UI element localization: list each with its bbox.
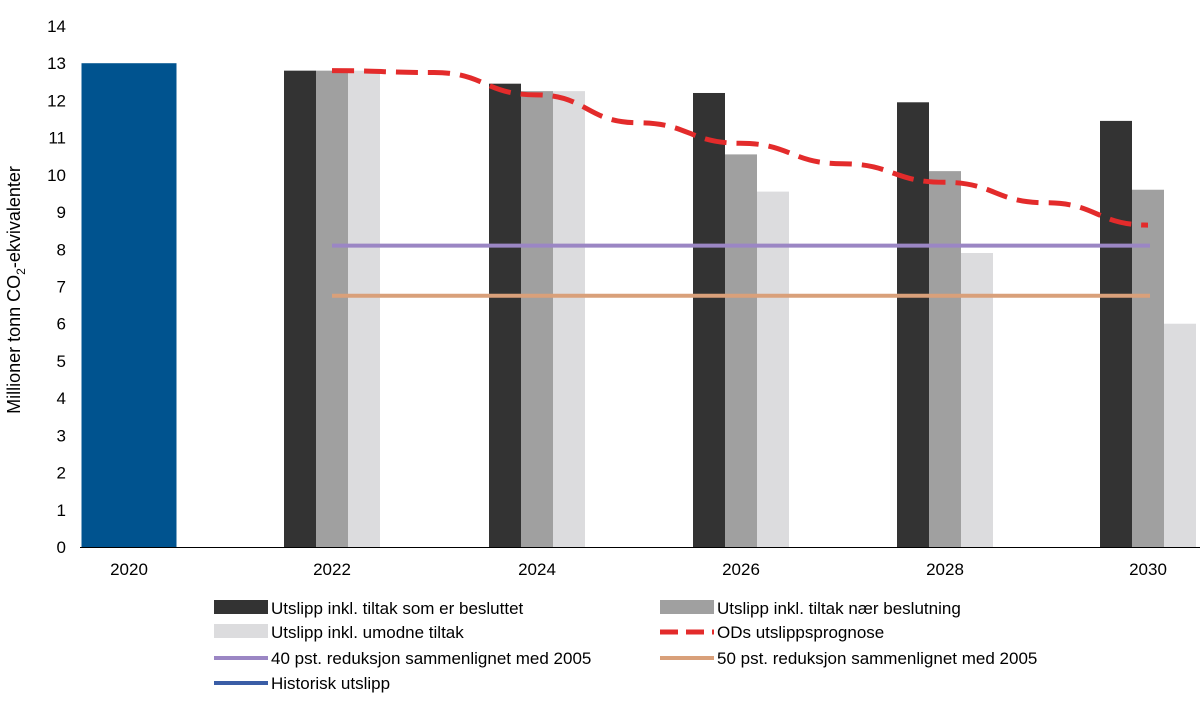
y-tick-label: 11 (48, 129, 66, 148)
bar-2022-0 (284, 70, 316, 548)
legend-item: Utslipp inkl. tiltak nær beslutning (660, 599, 961, 618)
bar-2028-2 (961, 253, 993, 547)
x-tick-label: 2030 (1129, 560, 1167, 579)
legend-item: Utslipp inkl. umodne tiltak (214, 623, 464, 642)
legend-label: Historisk utslipp (271, 674, 390, 693)
legend-swatch (660, 600, 714, 614)
y-tick-label: 14 (47, 17, 66, 36)
bar-2028-1 (929, 171, 961, 547)
bar-2024-2 (553, 91, 585, 547)
legend-swatch (214, 600, 268, 614)
y-tick-label: 6 (57, 315, 66, 334)
bar-2022-2 (348, 70, 380, 548)
x-tick-label: 2020 (110, 560, 148, 579)
legend-label: ODs utslippsprognose (717, 623, 884, 642)
legend-item: Historisk utslipp (214, 674, 390, 693)
bar-2028-0 (897, 102, 929, 548)
bar-2026-2 (757, 191, 789, 547)
y-tick-label: 9 (57, 203, 66, 222)
y-axis-label: Millioner tonn CO2-ekvivalenter (4, 166, 28, 414)
x-tick-label: 2026 (722, 560, 760, 579)
y-tick-label: 2 (57, 464, 66, 483)
x-tick-label: 2022 (313, 560, 351, 579)
bar-2030-0 (1100, 120, 1132, 548)
y-tick-label: 4 (57, 389, 66, 408)
legend-label: Utslipp inkl. umodne tiltak (271, 623, 464, 642)
bars (81, 63, 1196, 548)
bar-2030-1 (1132, 189, 1164, 547)
y-tick-label: 7 (57, 278, 66, 297)
bar-2022-1 (316, 70, 348, 548)
legend: Utslipp inkl. tiltak som er besluttet Uts… (214, 599, 1037, 693)
y-tick-label: 1 (57, 501, 66, 520)
legend-item: 40 pst. reduksjon sammenlignet med 2005 (214, 649, 591, 668)
x-tick-label: 2028 (926, 560, 964, 579)
legend-label: 40 pst. reduksjon sammenlignet med 2005 (271, 649, 591, 668)
bar-2024-1 (521, 91, 553, 547)
x-tick-labels: 2020 2022 2024 2026 2028 2030 (110, 560, 1167, 579)
y-tick-label: 5 (57, 352, 66, 371)
legend-item: 50 pst. reduksjon sammenlignet med 2005 (660, 649, 1037, 668)
bar-2026-1 (725, 154, 757, 547)
bar-2024-0 (489, 83, 521, 548)
ods-utslippsprognose-line (331, 68, 1149, 228)
y-tick-label: 10 (47, 166, 66, 185)
y-tick-label: 13 (47, 54, 66, 73)
bar-2026-0 (693, 92, 725, 547)
legend-item: ODs utslippsprognose (660, 623, 884, 642)
legend-label: Utslipp inkl. tiltak som er besluttet (271, 599, 524, 618)
bar-historisk-2020 (81, 63, 177, 547)
legend-item: Utslipp inkl. tiltak som er besluttet (214, 599, 524, 618)
legend-swatch (214, 624, 268, 638)
reference-lines (332, 243, 1150, 298)
y-tick-label: 12 (47, 91, 66, 110)
bar-2030-2 (1164, 323, 1196, 547)
y-tick-label: 3 (57, 426, 66, 445)
x-tick-label: 2024 (518, 560, 556, 579)
y-tick-label: 8 (57, 240, 66, 259)
forecast-line (331, 68, 1149, 228)
y-axis-title: Millioner tonn CO2-ekvivalenter (4, 166, 28, 414)
legend-label: Utslipp inkl. tiltak nær beslutning (717, 599, 961, 618)
y-tick-label: 0 (57, 538, 66, 557)
legend-label: 50 pst. reduksjon sammenlignet med 2005 (717, 649, 1037, 668)
